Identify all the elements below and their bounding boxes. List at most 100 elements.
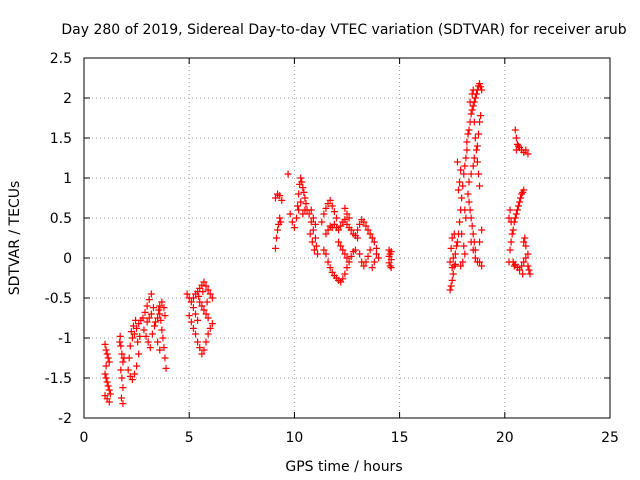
- data-point: [312, 242, 320, 250]
- data-point: [145, 296, 153, 304]
- data-point: [290, 224, 298, 232]
- data-point: [360, 218, 368, 226]
- data-point: [476, 258, 484, 266]
- data-point: [521, 234, 529, 242]
- data-point: [320, 210, 328, 218]
- data-point: [449, 270, 457, 278]
- data-point: [364, 252, 372, 260]
- data-point: [478, 262, 486, 270]
- data-point: [204, 286, 212, 294]
- data-point: [141, 308, 149, 316]
- data-point: [362, 258, 370, 266]
- data-point: [208, 294, 216, 302]
- x-tick-label: 5: [185, 430, 194, 446]
- data-point: [126, 342, 134, 350]
- data-point: [288, 218, 296, 226]
- data-point: [476, 182, 484, 190]
- data-point: [297, 174, 305, 182]
- data-point: [513, 206, 521, 214]
- data-point: [347, 252, 355, 260]
- x-tick-label: 25: [601, 430, 619, 446]
- data-point: [105, 386, 113, 394]
- data-point: [510, 262, 518, 270]
- data-point: [324, 258, 332, 266]
- data-point: [159, 334, 167, 342]
- data-point: [468, 222, 476, 230]
- data-point: [518, 190, 526, 198]
- data-point: [476, 238, 484, 246]
- data-point: [192, 330, 200, 338]
- data-point: [307, 206, 315, 214]
- data-point: [524, 250, 532, 258]
- data-point: [451, 260, 459, 268]
- data-point: [368, 264, 376, 272]
- data-point: [297, 198, 305, 206]
- data-point: [372, 250, 380, 258]
- data-point: [162, 364, 170, 372]
- data-point: [299, 210, 307, 218]
- data-point: [469, 230, 477, 238]
- data-point: [101, 340, 109, 348]
- data-point: [102, 374, 110, 382]
- data-point: [468, 106, 476, 114]
- data-point: [293, 214, 301, 222]
- data-point: [507, 218, 515, 226]
- data-point: [156, 346, 164, 354]
- data-point: [467, 214, 475, 222]
- data-point: [375, 254, 383, 262]
- data-point: [471, 254, 479, 262]
- data-point: [466, 98, 474, 106]
- data-point: [458, 230, 466, 238]
- data-point: [461, 250, 469, 258]
- data-point: [455, 186, 463, 194]
- data-point: [347, 226, 355, 234]
- data-point: [506, 206, 514, 214]
- data-point: [469, 246, 477, 254]
- data-point: [202, 310, 210, 318]
- x-tick-label: 15: [391, 430, 409, 446]
- data-point: [200, 346, 208, 354]
- data-point: [101, 370, 109, 378]
- data-point: [366, 246, 374, 254]
- data-point: [476, 80, 484, 88]
- data-points: [101, 80, 534, 408]
- y-axis-label: SDTVAR / TECUs: [7, 181, 23, 296]
- data-point: [318, 218, 326, 226]
- data-point: [516, 198, 524, 206]
- data-point: [525, 266, 533, 274]
- data-point: [200, 306, 208, 314]
- data-point: [343, 264, 351, 272]
- data-point: [307, 218, 315, 226]
- data-point: [453, 238, 461, 246]
- data-point: [202, 338, 210, 346]
- data-point: [102, 346, 110, 354]
- data-point: [467, 110, 475, 118]
- data-point: [524, 262, 532, 270]
- data-point: [459, 258, 467, 266]
- data-point: [102, 362, 110, 370]
- data-point: [273, 234, 281, 242]
- data-point: [119, 400, 127, 408]
- data-point: [526, 270, 534, 278]
- data-point: [466, 206, 474, 214]
- y-tick-label: 1.5: [50, 131, 72, 147]
- x-tick-label: 0: [80, 430, 89, 446]
- x-tick-label: 20: [496, 430, 514, 446]
- data-point: [446, 286, 454, 294]
- data-point: [337, 222, 345, 230]
- data-point: [508, 230, 516, 238]
- data-point: [470, 154, 478, 162]
- y-tick-label: -1: [58, 331, 72, 347]
- data-point: [118, 350, 126, 358]
- data-point: [295, 190, 303, 198]
- data-point: [475, 170, 482, 178]
- data-point: [386, 262, 394, 270]
- data-point: [370, 258, 378, 266]
- data-point: [387, 264, 395, 272]
- data-point: [142, 332, 150, 340]
- data-point: [194, 316, 202, 324]
- data-point: [345, 214, 353, 222]
- data-point: [104, 382, 112, 390]
- data-point: [302, 200, 310, 208]
